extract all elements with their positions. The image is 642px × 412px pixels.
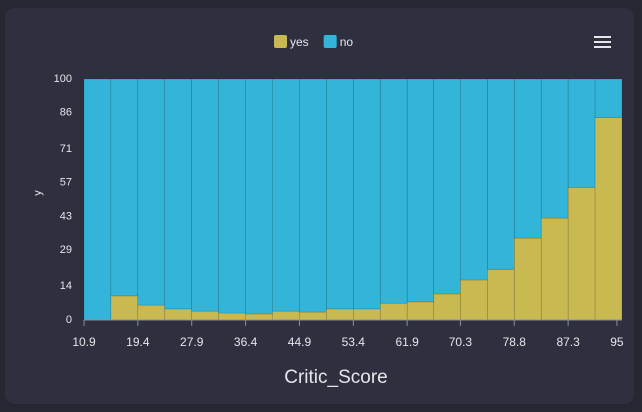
- bar: [379, 302, 408, 321]
- y-tick-label: 57: [60, 177, 72, 189]
- x-tick-label: 36.4: [234, 335, 258, 349]
- bar: [218, 312, 246, 321]
- y-tick-label: 43: [60, 210, 72, 222]
- bar: [191, 310, 219, 321]
- bar: [513, 237, 542, 321]
- y-tick-label: 100: [54, 73, 72, 85]
- y-tick-label: 71: [60, 143, 72, 155]
- y-tick-label: 29: [60, 244, 72, 256]
- bar: [567, 187, 596, 321]
- x-tick-label: 53.4: [342, 335, 366, 349]
- bar: [164, 308, 193, 321]
- x-tick-label: 87.3: [556, 335, 580, 349]
- bar: [353, 308, 381, 321]
- menu-line: [594, 46, 611, 48]
- bar: [137, 78, 166, 306]
- bar: [164, 78, 193, 310]
- x-tick-label: 44.9: [288, 335, 312, 349]
- bar: [272, 310, 300, 321]
- bar: [433, 78, 461, 295]
- x-tick-label: 70.3: [449, 335, 473, 349]
- x-tick-label: 10.9: [72, 335, 96, 349]
- bar: [191, 78, 219, 312]
- bar: [326, 78, 354, 310]
- bar: [137, 304, 166, 321]
- bar: [299, 78, 327, 313]
- bar: [379, 78, 408, 304]
- bar: [110, 78, 139, 297]
- x-tick-label: 61.9: [396, 335, 420, 349]
- bar: [272, 78, 300, 312]
- bar: [353, 78, 381, 310]
- x-tick-label: 95: [610, 335, 624, 349]
- bar: [433, 293, 461, 321]
- bar: [406, 301, 435, 321]
- x-tick-label: 19.4: [126, 335, 150, 349]
- bar: [326, 308, 354, 321]
- legend-label: no: [340, 35, 354, 49]
- menu-line: [594, 41, 611, 43]
- menu-line: [594, 36, 611, 38]
- legend-swatch: [274, 35, 287, 48]
- bar: [110, 295, 139, 321]
- bar: [245, 313, 273, 321]
- bar: [540, 78, 569, 219]
- x-axis-label: Critic_Score: [284, 367, 387, 388]
- x-tick-label: 27.9: [180, 335, 204, 349]
- menu-button[interactable]: [594, 36, 611, 48]
- y-tick-label: 0: [66, 314, 72, 326]
- bar: [245, 78, 273, 315]
- bar: [594, 117, 623, 321]
- legend: yes no: [274, 35, 353, 49]
- bar: [406, 78, 435, 303]
- bar: [594, 78, 623, 118]
- bar: [460, 279, 488, 321]
- bar: [218, 78, 246, 314]
- y-tick-label: 14: [60, 280, 72, 292]
- bar: [540, 217, 569, 321]
- bar: [83, 78, 112, 321]
- bar: [460, 78, 488, 281]
- bar: [487, 269, 515, 321]
- bar: [487, 78, 515, 270]
- y-axis-label: y: [32, 190, 44, 196]
- legend-swatch: [323, 35, 337, 48]
- bar: [567, 78, 596, 188]
- bar: [513, 78, 542, 239]
- x-tick-label: 78.8: [503, 335, 527, 349]
- y-tick-label: 86: [60, 107, 72, 119]
- legend-label: yes: [290, 35, 309, 49]
- bar: [299, 311, 327, 321]
